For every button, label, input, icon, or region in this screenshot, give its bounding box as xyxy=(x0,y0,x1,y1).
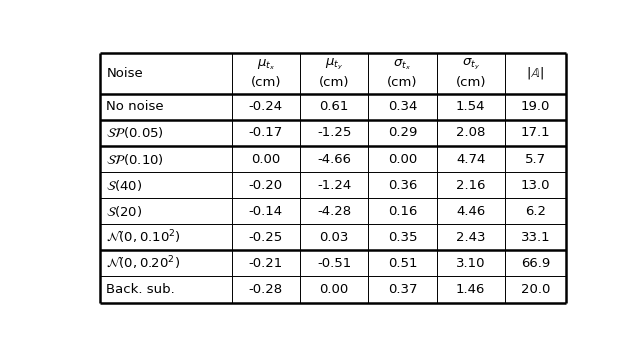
Text: 0.37: 0.37 xyxy=(388,283,417,296)
Text: 0.16: 0.16 xyxy=(388,205,417,218)
Text: 5.7: 5.7 xyxy=(525,153,546,165)
Text: 4.74: 4.74 xyxy=(456,153,485,165)
Text: 17.1: 17.1 xyxy=(521,126,550,140)
Text: $\mathcal{S}(40)$: $\mathcal{S}(40)$ xyxy=(106,178,143,193)
Text: 0.61: 0.61 xyxy=(319,101,349,113)
Text: 0.29: 0.29 xyxy=(388,126,417,140)
Text: -4.28: -4.28 xyxy=(317,205,351,218)
Text: -4.66: -4.66 xyxy=(317,153,351,165)
Text: 0.35: 0.35 xyxy=(388,231,417,244)
Text: 1.46: 1.46 xyxy=(456,283,485,296)
Text: 13.0: 13.0 xyxy=(521,179,550,192)
Text: $\mathcal{SP}(0.05)$: $\mathcal{SP}(0.05)$ xyxy=(106,126,164,141)
Text: 3.10: 3.10 xyxy=(456,257,486,270)
Text: -0.25: -0.25 xyxy=(249,231,283,244)
Text: $\mathcal{S}(20)$: $\mathcal{S}(20)$ xyxy=(106,204,143,219)
Text: 0.00: 0.00 xyxy=(388,153,417,165)
Text: 66.9: 66.9 xyxy=(521,257,550,270)
Text: $\sigma_{t_y}$
(cm): $\sigma_{t_y}$ (cm) xyxy=(456,57,486,89)
Text: -0.51: -0.51 xyxy=(317,257,351,270)
Text: 0.00: 0.00 xyxy=(319,283,349,296)
Text: -1.24: -1.24 xyxy=(317,179,351,192)
Text: -0.28: -0.28 xyxy=(249,283,283,296)
Text: $\mathcal{N}(0, 0.20^2)$: $\mathcal{N}(0, 0.20^2)$ xyxy=(106,255,180,272)
Text: 20.0: 20.0 xyxy=(521,283,550,296)
Text: 2.08: 2.08 xyxy=(456,126,485,140)
Text: $\mathcal{SP}(0.10)$: $\mathcal{SP}(0.10)$ xyxy=(106,151,164,166)
Text: -0.21: -0.21 xyxy=(249,257,283,270)
Text: 1.54: 1.54 xyxy=(456,101,486,113)
Text: 0.51: 0.51 xyxy=(388,257,417,270)
Text: Back. sub.: Back. sub. xyxy=(106,283,175,296)
Text: 2.43: 2.43 xyxy=(456,231,486,244)
Text: -0.14: -0.14 xyxy=(249,205,283,218)
Text: -0.17: -0.17 xyxy=(249,126,283,140)
Text: 33.1: 33.1 xyxy=(521,231,550,244)
Text: Noise: Noise xyxy=(106,67,143,80)
Text: 6.2: 6.2 xyxy=(525,205,546,218)
Text: 0.00: 0.00 xyxy=(252,153,280,165)
Text: No noise: No noise xyxy=(106,101,164,113)
Text: 4.46: 4.46 xyxy=(456,205,485,218)
Text: 19.0: 19.0 xyxy=(521,101,550,113)
Text: $\mu_{t_y}$
(cm): $\mu_{t_y}$ (cm) xyxy=(319,57,349,89)
Text: -1.25: -1.25 xyxy=(317,126,351,140)
Text: 0.03: 0.03 xyxy=(319,231,349,244)
Text: $\mathcal{N}(0, 0.10^2)$: $\mathcal{N}(0, 0.10^2)$ xyxy=(106,229,181,246)
Text: 0.36: 0.36 xyxy=(388,179,417,192)
Text: 2.16: 2.16 xyxy=(456,179,486,192)
Text: 0.34: 0.34 xyxy=(388,101,417,113)
Text: $\sigma_{t_x}$
(cm): $\sigma_{t_x}$ (cm) xyxy=(387,58,418,89)
Text: -0.20: -0.20 xyxy=(249,179,283,192)
Text: $|\mathbb{A}|$: $|\mathbb{A}|$ xyxy=(527,65,545,81)
Text: -0.24: -0.24 xyxy=(249,101,283,113)
Text: $\mu_{t_x}$
(cm): $\mu_{t_x}$ (cm) xyxy=(251,58,281,89)
